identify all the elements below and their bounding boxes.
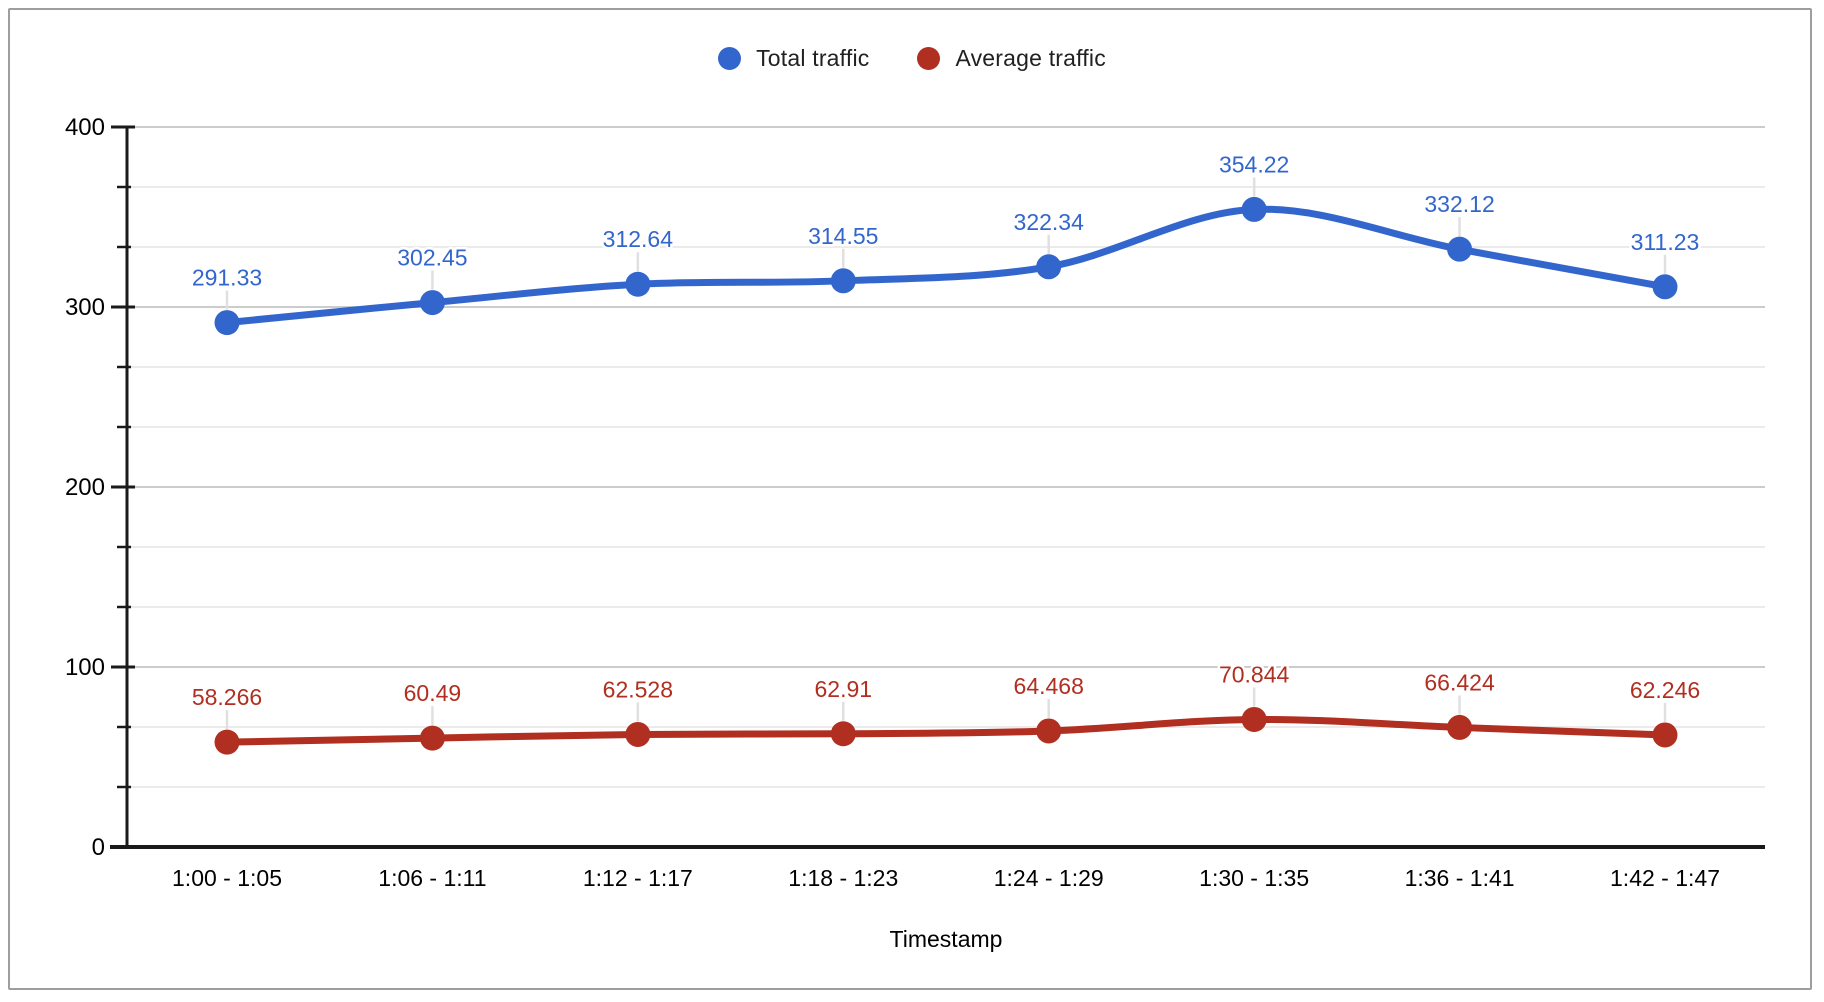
data-point-label: 62.528 [603,676,673,702]
data-point-label: 66.424 [1424,669,1495,695]
y-axis-tick-label: 100 [65,654,105,681]
x-axis-tick-label: 1:12 - 1:17 [583,865,693,891]
legend-item-total-traffic[interactable]: Total traffic [718,45,869,72]
data-point-average-traffic[interactable] [214,729,240,755]
legend-label: Average traffic [955,44,1106,71]
data-point-label: 314.55 [808,223,878,249]
y-axis-tick-label: 0 [92,834,105,861]
data-point-label: 62.91 [815,676,873,702]
data-point-label: 312.64 [603,226,674,252]
data-point-label: 62.246 [1630,677,1700,703]
data-point-total-traffic[interactable] [1241,196,1267,222]
data-point-total-traffic[interactable] [1652,274,1678,300]
x-axis-tick-label: 1:00 - 1:05 [172,865,282,891]
data-point-label: 311.23 [1631,229,1700,255]
data-point-label: 64.468 [1014,673,1084,699]
data-point-label: 70.844 [1219,661,1290,687]
series-line-average-traffic [223,715,1669,746]
data-point-average-traffic[interactable] [1652,722,1678,748]
data-point-label: 354.22 [1219,151,1289,177]
data-point-total-traffic[interactable] [1036,254,1062,280]
data-point-average-traffic[interactable] [1241,706,1267,732]
x-axis-tick-label: 1:18 - 1:23 [788,865,898,891]
chart-legend: Total traffic Average traffic [0,36,1824,80]
legend-marker-icon [718,46,742,70]
legend-item-average-traffic[interactable]: Average traffic [917,44,1106,72]
data-point-label: 322.34 [1014,209,1085,235]
y-axis-tick-label: 400 [65,114,105,141]
data-point-average-traffic[interactable] [1447,714,1473,740]
x-axis-tick-label: 1:06 - 1:11 [378,865,486,891]
x-axis-tick-label: 1:30 - 1:35 [1199,865,1309,891]
chart-frame [8,8,1812,990]
y-axis-tick-label: 200 [65,474,105,501]
legend-marker-icon [917,46,941,70]
data-point-label: 60.49 [404,680,462,706]
x-axis-tick-label: 1:36 - 1:41 [1405,865,1515,891]
data-point-label: 332.12 [1424,191,1494,217]
data-point-total-traffic[interactable] [1447,236,1473,262]
y-axis-tick-label: 300 [65,294,105,321]
data-point-total-traffic[interactable] [625,271,651,297]
data-point-average-traffic[interactable] [625,721,651,747]
data-point-average-traffic[interactable] [419,725,445,751]
data-point-average-traffic[interactable] [830,721,856,747]
x-axis-tick-label: 1:42 - 1:47 [1610,865,1720,891]
legend-label: Total traffic [756,44,870,71]
data-point-label: 291.33 [192,265,262,291]
data-point-label: 58.266 [192,684,262,710]
data-point-label: 302.45 [397,245,467,271]
data-point-average-traffic[interactable] [1036,718,1062,744]
data-point-total-traffic[interactable] [419,290,445,316]
data-point-total-traffic[interactable] [830,268,856,294]
x-axis-title: Timestamp [889,926,1003,952]
x-axis-tick-label: 1:24 - 1:29 [994,865,1104,891]
data-point-total-traffic[interactable] [214,310,240,336]
series-line-total-traffic [223,205,1669,327]
